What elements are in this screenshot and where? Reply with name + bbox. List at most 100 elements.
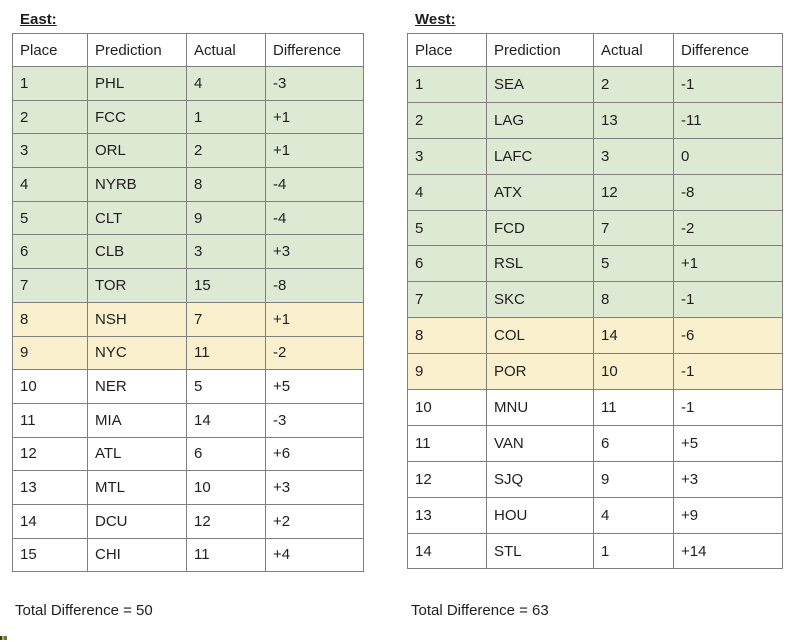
table-row: 10 NER 5 +5 — [12, 369, 364, 404]
cell-place: 13 — [407, 496, 487, 534]
west-total-difference-label: Total Difference = 63 — [411, 602, 549, 619]
cell-actual: 8 — [186, 167, 266, 202]
cell-actual: 5 — [186, 369, 266, 404]
table-row: 12 ATL 6 +6 — [12, 436, 364, 472]
table-row: 9 POR 10 -1 — [407, 353, 783, 391]
table-row: 4 NYRB 8 -4 — [12, 167, 364, 202]
table-row: 7 SKC 8 -1 — [407, 281, 783, 319]
cell-difference: 0 — [673, 137, 783, 175]
table-row: 14 DCU 12 +2 — [12, 503, 364, 539]
cell-difference: -11 — [673, 101, 783, 139]
east-total-difference-label: Total Difference = 50 — [15, 602, 153, 619]
cell-difference: +5 — [673, 424, 783, 462]
column-header-place: Place — [407, 33, 487, 67]
cell-difference: -2 — [673, 209, 783, 247]
cell-place: 6 — [12, 234, 88, 270]
cell-actual: 3 — [593, 137, 674, 175]
cell-actual: 13 — [593, 101, 674, 139]
cell-prediction: SEA — [486, 66, 594, 103]
cell-place: 7 — [12, 268, 88, 303]
cell-prediction: LAFC — [486, 137, 594, 175]
cell-place: 4 — [12, 167, 88, 202]
table-row: 8 COL 14 -6 — [407, 317, 783, 355]
cell-place: 6 — [407, 245, 487, 283]
west-standings-table: Place Prediction Actual Difference 1 SEA 2 -1 2… — [407, 33, 783, 570]
cell-difference: +1 — [265, 301, 364, 337]
cell-actual: 10 — [593, 353, 674, 391]
cell-place: 15 — [12, 537, 88, 573]
table-row: 1 PHL 4 -3 — [12, 66, 364, 101]
cell-actual: 8 — [593, 281, 674, 319]
cell-prediction: SJQ — [486, 460, 594, 498]
table-row: 8 NSH 7 +1 — [12, 301, 364, 337]
column-header-difference: Difference — [265, 33, 364, 67]
west-table-header: Place Prediction Actual Difference — [407, 33, 783, 67]
west-table-body: 1 SEA 2 -1 2 LAG 13 -11 3 LAFC 3 0 4 ATX 12 -8 5 FCD 7 -2 6 R… — [407, 66, 783, 570]
cell-difference: -3 — [265, 402, 364, 438]
cell-place: 2 — [12, 99, 88, 135]
column-header-prediction: Prediction — [87, 33, 187, 67]
west-conference-title: West: — [415, 11, 456, 28]
cell-place: 3 — [407, 137, 487, 175]
cell-place: 11 — [12, 402, 88, 438]
cell-prediction: ATL — [87, 436, 187, 472]
cell-place: 3 — [12, 133, 88, 169]
cell-actual: 11 — [186, 537, 266, 573]
table-row: 15 CHI 11 +4 — [12, 537, 364, 573]
cell-difference: -2 — [265, 335, 364, 371]
cell-place: 7 — [407, 281, 487, 319]
cell-place: 8 — [12, 301, 88, 337]
cell-place: 14 — [12, 503, 88, 539]
column-header-difference: Difference — [673, 33, 783, 67]
cell-difference: +3 — [265, 470, 364, 505]
cell-prediction: CHI — [87, 537, 187, 573]
cell-difference: -4 — [265, 167, 364, 202]
table-row: 10 MNU 11 -1 — [407, 389, 783, 426]
cell-place: 4 — [407, 173, 487, 211]
cell-actual: 11 — [186, 335, 266, 371]
table-row: 3 ORL 2 +1 — [12, 133, 364, 169]
cell-prediction: COL — [486, 317, 594, 355]
cell-actual: 4 — [186, 66, 266, 101]
cell-actual: 2 — [186, 133, 266, 169]
table-header-row: Place Prediction Actual Difference — [407, 33, 783, 67]
cell-prediction: ORL — [87, 133, 187, 169]
cell-actual: 6 — [186, 436, 266, 472]
cell-difference: -6 — [673, 317, 783, 355]
cell-prediction: MNU — [486, 389, 594, 426]
cell-difference: +9 — [673, 496, 783, 534]
cell-difference: -8 — [265, 268, 364, 303]
cell-prediction: LAG — [486, 101, 594, 139]
cell-prediction: PHL — [87, 66, 187, 101]
table-row: 11 MIA 14 -3 — [12, 402, 364, 438]
table-row: 2 LAG 13 -11 — [407, 101, 783, 139]
cell-prediction: DCU — [87, 503, 187, 539]
cell-difference: +14 — [673, 532, 783, 570]
cell-prediction: STL — [486, 532, 594, 570]
cell-actual: 1 — [593, 532, 674, 570]
table-row: 11 VAN 6 +5 — [407, 424, 783, 462]
cell-prediction: HOU — [486, 496, 594, 534]
cell-prediction: ATX — [486, 173, 594, 211]
cell-prediction: MTL — [87, 470, 187, 505]
cell-difference: +2 — [265, 503, 364, 539]
column-header-actual: Actual — [186, 33, 266, 67]
cell-prediction: SKC — [486, 281, 594, 319]
cell-prediction: CLB — [87, 234, 187, 270]
cell-difference: +4 — [265, 537, 364, 573]
cell-place: 12 — [407, 460, 487, 498]
east-conference-title: East: — [20, 11, 57, 28]
table-row: 6 RSL 5 +1 — [407, 245, 783, 283]
cell-prediction: MIA — [87, 402, 187, 438]
cell-difference: +3 — [265, 234, 364, 270]
table-row: 5 FCD 7 -2 — [407, 209, 783, 247]
cell-place: 13 — [12, 470, 88, 505]
cell-difference: -3 — [265, 66, 364, 101]
cell-difference: -1 — [673, 66, 783, 103]
table-row: 12 SJQ 9 +3 — [407, 460, 783, 498]
cell-actual: 9 — [593, 460, 674, 498]
cell-difference: -1 — [673, 353, 783, 391]
